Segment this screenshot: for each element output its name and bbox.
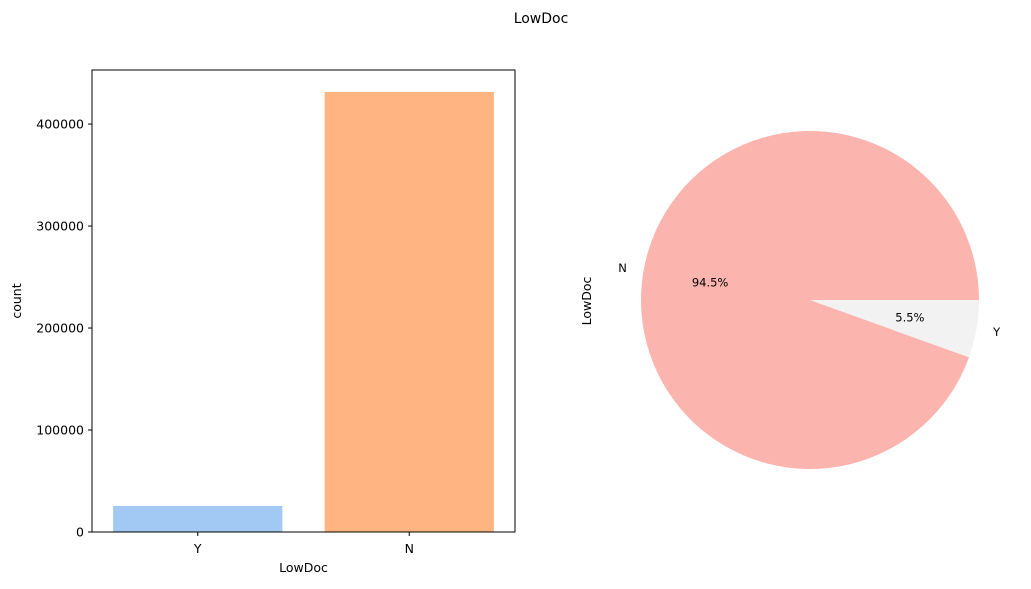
bar-n — [324, 91, 494, 532]
bar-x-axis-label: LowDoc — [279, 560, 328, 575]
pie-percent-n: 94.5% — [692, 276, 729, 290]
figure-title: LowDoc — [514, 11, 569, 27]
pie-percent-y: 5.5% — [895, 310, 924, 324]
bar-y-tick-label: 400000 — [36, 117, 84, 132]
bar-y — [113, 505, 283, 532]
bar-x-tick-label: N — [405, 541, 414, 556]
bar-y-tick-label: 0 — [76, 525, 84, 540]
pie-y-axis-label: LowDoc — [579, 276, 594, 325]
pie-label-y: Y — [992, 325, 1001, 339]
bar-marks — [113, 91, 494, 532]
bar-y-axis-label: count — [9, 283, 24, 318]
bar-x-tick-label: Y — [193, 541, 202, 556]
pie-label-n: N — [618, 261, 627, 275]
bar-y-tick-label: 100000 — [36, 423, 84, 438]
pie-chart: N 94.5% Y 5.5% LowDoc — [579, 131, 1001, 469]
bar-y-tick-label: 300000 — [36, 219, 84, 234]
pie-slice-y — [810, 300, 979, 358]
bar-y-ticks: 0 100000 200000 300000 400000 — [36, 117, 92, 540]
bar-y-tick-label: 200000 — [36, 321, 84, 336]
bar-plot-frame — [91, 69, 516, 533]
pie-marks: N 94.5% Y 5.5% — [618, 131, 1001, 469]
